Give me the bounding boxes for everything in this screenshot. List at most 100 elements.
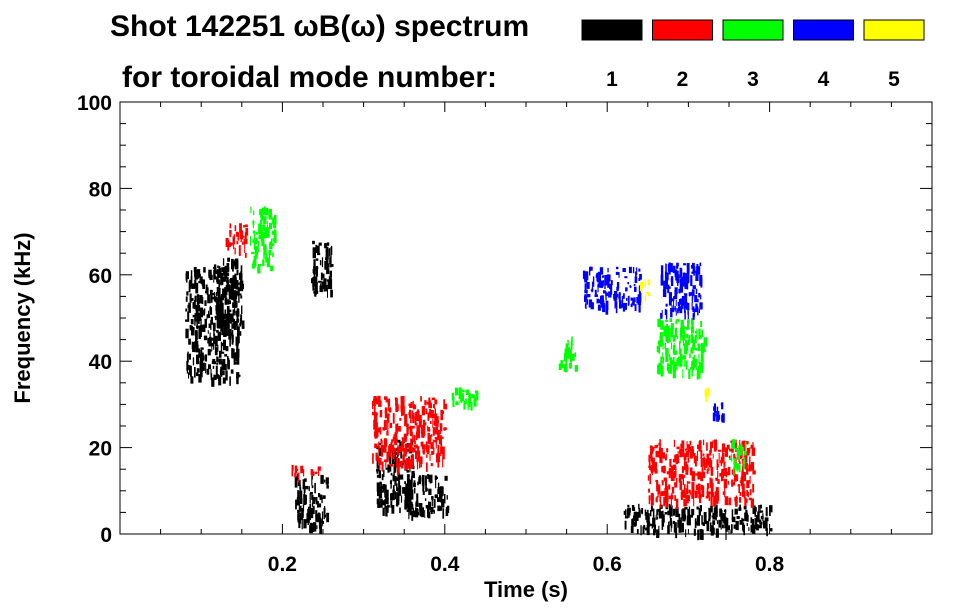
spectral-mark — [697, 471, 701, 480]
mode-1-region — [311, 240, 334, 298]
spectral-mark — [239, 223, 242, 233]
spectral-mark — [302, 479, 306, 489]
spectral-mark — [682, 467, 685, 472]
spectral-mark — [224, 309, 227, 319]
spectral-mark — [399, 474, 404, 480]
spectral-mark — [236, 372, 240, 378]
spectral-mark — [262, 232, 266, 237]
spectral-mark — [403, 440, 406, 443]
spectral-mark — [665, 348, 669, 356]
spectral-mark — [213, 339, 215, 350]
spectral-mark — [226, 306, 230, 313]
spectral-mark — [465, 398, 467, 405]
spectral-mark — [665, 263, 667, 272]
spectral-mark — [628, 266, 632, 274]
spectral-mark — [262, 224, 266, 232]
spectral-mark — [633, 284, 636, 287]
spectral-mark — [740, 477, 744, 487]
spectral-mark — [682, 517, 686, 522]
spectral-mark — [724, 447, 728, 457]
spectral-mark — [679, 363, 683, 367]
x-tick-label: 0.2 — [268, 553, 297, 576]
spectral-mark — [257, 243, 259, 252]
spectral-mark — [241, 241, 244, 245]
spectral-mark — [643, 524, 646, 530]
spectral-mark — [229, 309, 232, 312]
spectral-mark — [647, 475, 650, 481]
spectral-mark — [437, 460, 440, 468]
spectral-mark — [199, 295, 203, 304]
spectral-mark — [382, 427, 386, 431]
spectral-mark — [682, 369, 684, 379]
spectral-mark — [632, 298, 635, 305]
spectral-mark — [238, 324, 240, 336]
spectral-mark — [713, 495, 716, 507]
spectral-mark — [309, 492, 311, 504]
spectral-mark — [226, 263, 230, 271]
spectral-mark — [606, 274, 610, 283]
mode-5-region — [704, 387, 710, 403]
spectral-mark — [727, 471, 731, 476]
spectral-mark — [672, 464, 677, 470]
spectral-mark — [726, 444, 730, 450]
spectral-mark — [734, 463, 738, 469]
spectral-mark — [391, 456, 394, 464]
spectral-mark — [692, 338, 696, 350]
spectral-mark — [750, 517, 753, 524]
spectral-mark — [430, 421, 432, 424]
spectral-mark — [659, 458, 662, 463]
spectral-mark — [395, 431, 397, 442]
spectral-mark — [303, 494, 306, 506]
spectral-mark — [230, 290, 232, 295]
spectral-mark — [678, 299, 680, 308]
spectral-mark — [673, 296, 676, 300]
spectral-mark — [702, 453, 705, 456]
spectral-mark — [384, 419, 387, 430]
spectral-mark — [738, 445, 741, 448]
spectral-mark — [661, 273, 663, 283]
spectral-mark — [196, 319, 200, 324]
spectral-mark — [194, 367, 196, 378]
spectral-mark — [318, 493, 321, 498]
spectral-mark — [644, 294, 646, 302]
spectral-mark — [727, 466, 731, 472]
spectral-mark — [742, 447, 744, 451]
spectral-mark — [396, 464, 400, 475]
spectral-mark — [713, 406, 715, 411]
spectral-mark — [316, 525, 318, 530]
spectral-mark — [638, 305, 641, 313]
spectral-mark — [303, 487, 305, 495]
spectral-mark — [404, 435, 406, 443]
spectral-mark — [236, 318, 240, 323]
spectral-mark — [659, 439, 661, 450]
spectral-mark — [217, 331, 221, 341]
spectral-mark — [443, 450, 445, 456]
spectral-mark — [379, 460, 381, 470]
spectral-mark — [690, 334, 694, 343]
spectral-mark — [214, 335, 218, 347]
spectral-mark — [452, 397, 455, 407]
spectral-mark — [324, 243, 327, 249]
spectral-mark — [689, 353, 691, 358]
spectral-mark — [461, 389, 465, 393]
spectral-mark — [635, 516, 637, 526]
spectral-mark — [679, 449, 683, 458]
spectral-mark — [673, 300, 675, 309]
spectral-mark — [734, 478, 736, 485]
spectral-mark — [321, 283, 325, 289]
spectral-mark — [659, 363, 663, 371]
spectral-mark — [733, 474, 737, 482]
spectral-mark — [231, 293, 234, 300]
spectral-mark — [639, 273, 642, 280]
spectral-mark — [329, 257, 331, 264]
spectral-mark — [258, 264, 262, 267]
spectral-mark — [738, 464, 741, 473]
spectral-mark — [306, 513, 310, 523]
spectral-mark — [413, 415, 415, 419]
spectral-mark — [324, 505, 326, 510]
spectral-mark — [214, 296, 217, 302]
spectral-mark — [385, 459, 387, 468]
spectral-mark — [697, 444, 700, 450]
spectral-mark — [676, 455, 679, 461]
spectral-mark — [597, 304, 601, 311]
